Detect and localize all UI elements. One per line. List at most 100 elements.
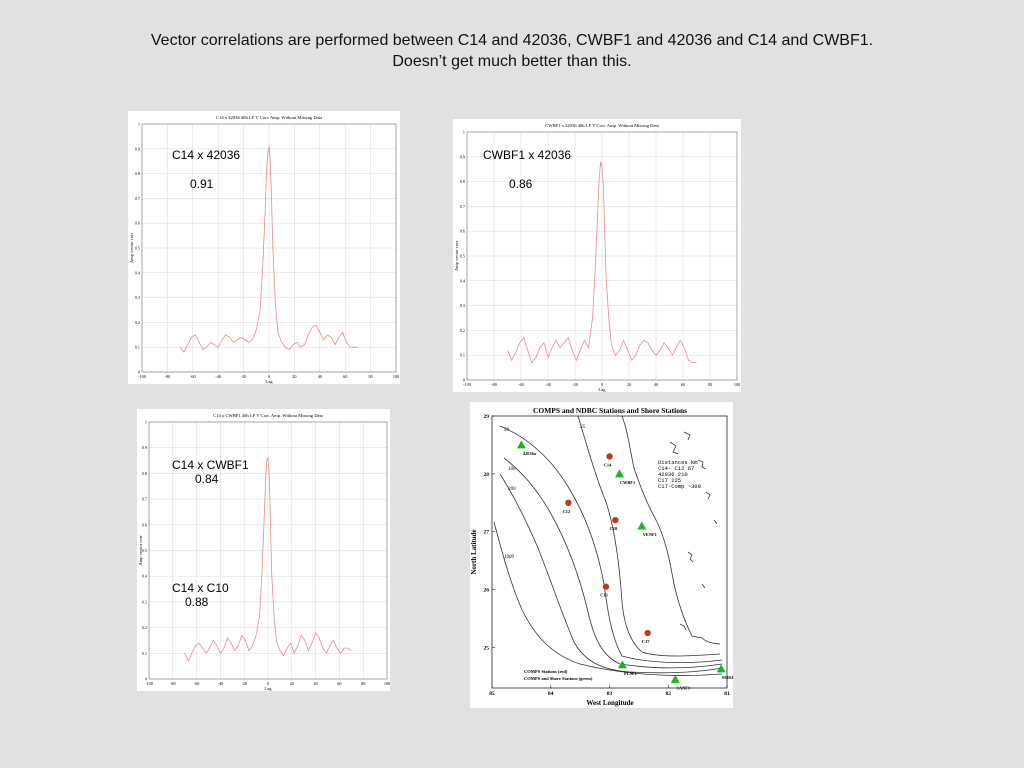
map-legend-green: COMPS and Shore Stations (green): [524, 676, 593, 681]
red-station-marker: [565, 499, 572, 507]
chart-annotation-label: C14 x 42036: [172, 148, 241, 162]
chart-title: C14 x CWBF1 40h LF V Corr. Amp. Without …: [213, 413, 323, 418]
map-y-tick-label: 28: [484, 472, 490, 478]
y-tick-label: 0.6: [142, 522, 147, 527]
chart-c14-x-42036-plot: C14 x 42036 40h LF V Corr. Amp. Without …: [129, 115, 399, 384]
x-tick-label: -60: [194, 681, 200, 686]
distances-header: Distances Km: [658, 459, 698, 466]
map-x-tick-label: 82: [666, 691, 672, 697]
plot-frame: [148, 421, 388, 680]
map-y-tick-label: 27: [484, 530, 490, 536]
y-tick-label: 0.3: [460, 303, 465, 308]
y-tick-label: 0.6: [460, 229, 465, 234]
contour-200: [499, 473, 723, 674]
red-station-label: C14: [604, 463, 612, 468]
map-x-tick-label: 81: [724, 691, 730, 697]
y-tick-label: 0.2: [460, 328, 465, 333]
contour-50: [499, 425, 723, 663]
x-tick-label: 0: [268, 374, 270, 379]
green-station-label: PLSF1: [624, 671, 637, 676]
red-station-marker: [644, 629, 651, 637]
map-legend-red: COMPS Stations (red): [524, 669, 568, 674]
x-tick-label: 40: [654, 382, 658, 387]
chart-c14-x-cwbf1-plot: C14 x CWBF1 40h LF V Corr. Amp. Without …: [138, 413, 390, 691]
red-station-label: C13: [600, 593, 608, 598]
coastline: [621, 415, 721, 645]
red-station-label: C10: [610, 526, 618, 531]
red-station-marker: [602, 583, 610, 590]
chart-cwbf1-x-42036-plot: CWBF1 x 42036 40h LF V Corr. Amp. Withou…: [454, 123, 740, 392]
x-tick-label: -100: [463, 382, 471, 387]
y-tick-label: 0.5: [460, 254, 465, 259]
x-tick-label: -80: [491, 382, 497, 387]
green-station-label: VENF1: [643, 532, 657, 537]
y-tick-label: 0: [463, 378, 465, 383]
x-tick-label: 60: [343, 374, 347, 379]
map-x-tick-label: 85: [489, 691, 495, 697]
x-tick-label: 80: [361, 681, 365, 686]
green-station-marker: [716, 664, 726, 673]
distances-line: C17-Comp ~300: [658, 483, 701, 490]
y-tick-label: 0.1: [142, 651, 147, 656]
correlation-line: [179, 146, 358, 353]
chart-title: C14 x 42036 40h LF V Corr. Amp. Without …: [216, 115, 322, 120]
x-tick-label: 20: [290, 681, 294, 686]
y-tick-label: 0.3: [135, 295, 140, 300]
x-tick-label: -60: [518, 382, 524, 387]
y-tick-label: 0.2: [135, 320, 140, 325]
distances-line: C17 225: [658, 477, 681, 484]
y-tick-label: 1: [463, 130, 465, 135]
green-station-label: 42036a: [523, 451, 537, 456]
x-tick-label: -80: [165, 374, 171, 379]
distances-line: 42036 210: [658, 471, 688, 478]
green-station-marker: [670, 674, 680, 683]
chart-annotation-label: C14 x CWBF1: [172, 458, 249, 472]
chart-annotation-label: CWBF1 x 42036: [483, 148, 572, 162]
x-tick-label: -100: [145, 681, 153, 686]
y-axis-label: Amp vector corr: [454, 240, 459, 271]
map-title: COMPS and NDBC Stations and Shore Statio…: [533, 406, 687, 415]
y-tick-label: 0.4: [460, 278, 466, 283]
map-x-tick-label: 84: [548, 691, 554, 697]
y-tick-label: 0.8: [460, 179, 465, 184]
x-tick-label: -40: [545, 382, 551, 387]
y-tick-label: 0.2: [142, 625, 147, 630]
contour-1000: [493, 521, 723, 676]
x-axis-label: Lag: [265, 379, 273, 384]
x-tick-label: 100: [734, 382, 740, 387]
green-station-label: CWBF1: [620, 480, 635, 485]
depth-label: 1000: [504, 555, 515, 560]
contour-100: [503, 457, 723, 669]
y-tick-label: 0.8: [142, 471, 147, 476]
red-station-marker: [606, 453, 613, 460]
plot-frame: [466, 131, 738, 381]
y-tick-label: 1: [138, 122, 140, 127]
correlation-line: [184, 456, 352, 662]
x-tick-label: -60: [190, 374, 196, 379]
green-station-marker: [614, 469, 624, 478]
y-tick-label: 0.4: [135, 270, 141, 275]
chart-annotation-value: 0.86: [509, 177, 533, 191]
x-tick-label: 80: [708, 382, 712, 387]
red-station-label: C12: [563, 509, 571, 514]
green-station-marker: [637, 521, 647, 530]
red-station-label: C17: [642, 639, 650, 644]
x-tick-label: 40: [314, 681, 318, 686]
chart-title: CWBF1 x 42036 40h LF V Corr. Amp. Withou…: [545, 123, 659, 128]
slide-title-line-2: Doesn’t get much better than this.: [392, 53, 632, 70]
contour-25: [577, 415, 721, 657]
station-map: COMPS and NDBC Stations and Shore Statio…: [470, 402, 733, 708]
depth-label: 200: [508, 487, 516, 492]
y-tick-label: 0.9: [135, 146, 140, 151]
depth-label: 25: [580, 425, 586, 430]
map-y-tick-label: 29: [484, 414, 490, 420]
x-tick-label: 40: [318, 374, 322, 379]
y-axis-label: Amp vector corr: [129, 232, 134, 263]
x-tick-label: -20: [572, 382, 578, 387]
red-station-marker: [612, 516, 619, 524]
map-contours: [493, 415, 723, 676]
green-station-marker: [617, 660, 627, 669]
x-tick-label: 100: [384, 681, 390, 686]
y-tick-label: 0.8: [135, 171, 140, 176]
x-tick-label: 0: [601, 382, 603, 387]
